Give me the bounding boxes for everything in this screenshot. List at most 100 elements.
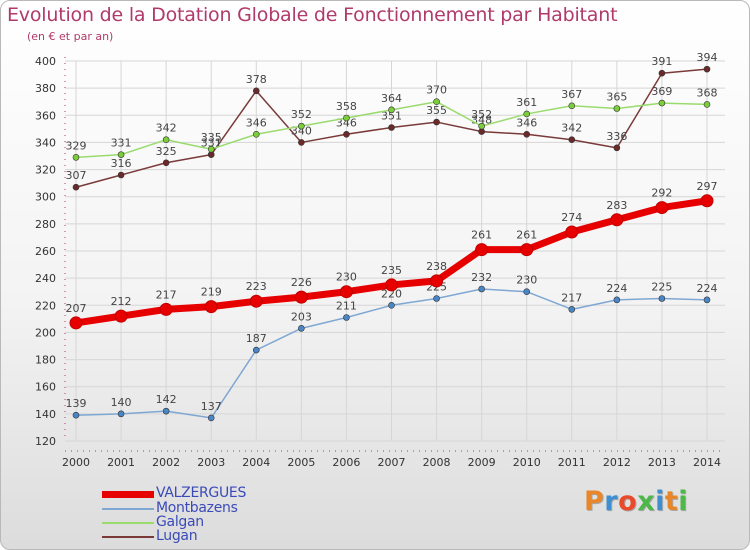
data-label-lugan-2011: 342 [561,122,582,135]
point-valzergues-2006 [339,285,353,299]
data-label-lugan-2012: 336 [606,130,627,143]
data-label-lugan-2004: 378 [246,73,267,86]
chart-subtitle: (en € et par an) [27,30,114,43]
point-lugan-2008 [433,118,440,126]
point-galgan-2011 [568,102,576,110]
x-tick-label-2014: 2014 [693,456,721,469]
point-montbazens-2014 [703,296,711,304]
data-label-galgan-2013: 369 [651,85,672,98]
data-label-lugan-2001: 316 [111,157,132,170]
y-tick-label-340: 340 [35,136,56,149]
data-label-galgan-2001: 331 [111,137,132,150]
point-galgan-2003 [207,145,215,153]
point-lugan-2000 [72,183,80,191]
point-valzergues-2000 [69,316,83,330]
data-label-montbazens-2011: 217 [561,291,582,304]
data-label-galgan-2007: 364 [381,92,402,105]
data-label-montbazens-2009: 232 [471,271,492,284]
data-label-galgan-2011: 367 [561,88,582,101]
legend-swatch-valzergues [102,491,154,498]
point-valzergues-2004 [249,294,263,308]
data-label-valzergues-2014: 297 [697,180,718,193]
data-label-lugan-2014: 394 [697,51,718,64]
point-galgan-2009 [478,122,485,130]
data-label-valzergues-2004: 223 [246,280,267,293]
point-lugan-2010 [523,130,531,138]
y-tick-label-200: 200 [35,326,56,339]
x-tick-label-2002: 2002 [152,456,180,469]
legend-swatch-montbazens [102,508,154,510]
x-tick-label-2012: 2012 [603,456,631,469]
point-montbazens-2004 [252,346,260,354]
point-montbazens-2010 [523,288,531,296]
y-tick-label-280: 280 [35,218,56,231]
point-lugan-2006 [343,130,350,138]
x-tick-label-2008: 2008 [423,456,451,469]
point-galgan-2000 [72,154,80,161]
x-tick-label-2000: 2000 [62,456,90,469]
point-montbazens-2001 [117,410,125,418]
point-lugan-2003 [207,151,215,158]
proxiti-logo: Proxiti [584,486,689,517]
data-label-montbazens-2004: 187 [246,332,267,345]
data-label-valzergues-2010: 261 [516,229,537,242]
point-galgan-2013 [658,99,666,107]
data-label-valzergues-2005: 226 [291,276,312,289]
point-lugan-2004 [252,87,260,95]
x-tick-label-2006: 2006 [332,456,360,469]
data-label-galgan-2003: 335 [201,131,222,144]
data-label-montbazens-2006: 211 [336,300,357,313]
legend-swatch-galgan [102,522,154,524]
data-label-valzergues-2002: 217 [156,288,177,301]
legend-swatch-lugan [102,536,154,538]
data-label-lugan-2008: 355 [426,104,447,117]
point-galgan-2006 [343,114,350,122]
x-tick-label-2001: 2001 [107,456,135,469]
point-galgan-2007 [388,106,395,114]
point-lugan-2007 [388,124,395,131]
point-lugan-2014 [703,65,711,73]
data-label-galgan-2009: 352 [471,108,492,121]
data-label-valzergues-2009: 261 [471,229,492,242]
data-label-valzergues-2006: 230 [336,271,357,284]
x-tick-label-2010: 2010 [513,456,541,469]
data-label-lugan-2003: 331 [201,137,222,150]
data-label-lugan-2000: 307 [66,169,87,182]
data-label-galgan-2005: 352 [291,108,312,121]
point-valzergues-2005 [294,290,308,304]
point-valzergues-2013 [655,201,669,215]
data-label-valzergues-2001: 212 [111,295,132,308]
point-montbazens-2011 [568,306,576,313]
point-galgan-2012 [613,105,621,112]
point-valzergues-2014 [700,194,714,208]
point-valzergues-2009 [475,243,489,257]
data-label-montbazens-2000: 139 [66,397,87,410]
point-galgan-2002 [162,136,170,144]
point-lugan-2011 [568,136,576,144]
point-galgan-2001 [117,151,125,158]
point-montbazens-2002 [162,407,170,415]
x-tick-label-2004: 2004 [242,456,270,469]
chart-title: Evolution de la Dotation Globale de Fonc… [7,4,618,26]
y-tick-label-140: 140 [35,408,56,421]
point-galgan-2004 [252,130,260,138]
point-valzergues-2012 [610,213,624,227]
x-tick-label-2007: 2007 [378,456,406,469]
point-valzergues-2001 [114,309,128,323]
data-label-montbazens-2007: 220 [381,287,402,300]
y-tick-label-260: 260 [35,245,56,258]
point-montbazens-2012 [613,296,621,304]
data-label-montbazens-2012: 224 [606,282,627,295]
y-tick-label-380: 380 [35,82,56,95]
data-label-galgan-2010: 361 [516,96,537,109]
point-valzergues-2007 [385,278,398,292]
data-label-montbazens-2010: 230 [516,274,537,287]
x-tick-label-2003: 2003 [197,456,225,469]
data-label-galgan-2012: 365 [606,91,627,104]
data-label-montbazens-2014: 224 [697,282,718,295]
point-valzergues-2008 [430,274,444,288]
x-tick-label-2013: 2013 [648,456,676,469]
y-tick-label-360: 360 [35,109,56,122]
